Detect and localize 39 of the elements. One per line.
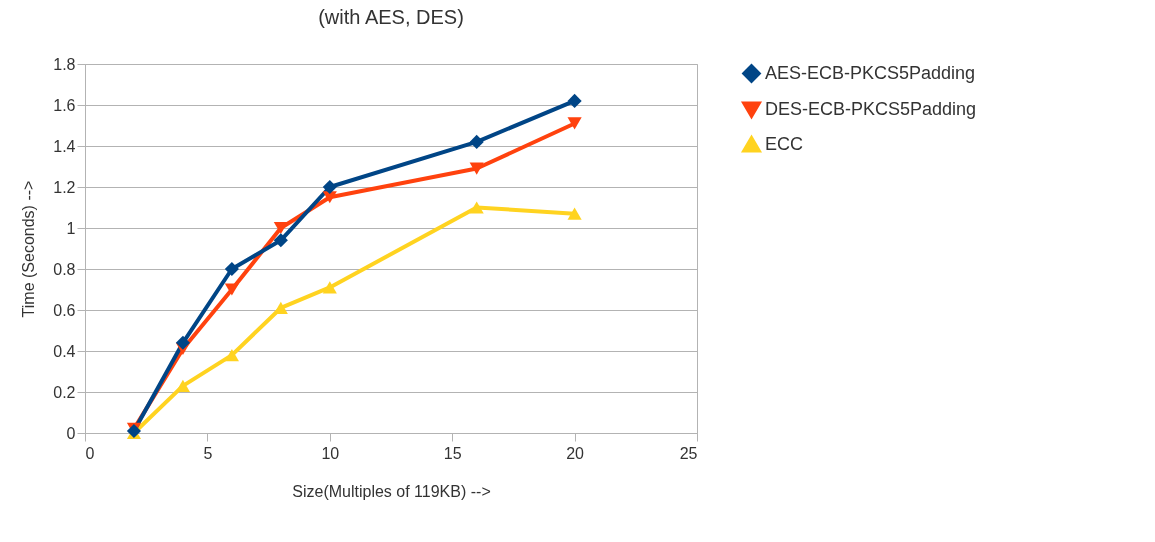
x-tick-label: 15 — [443, 444, 462, 462]
point — [567, 117, 582, 130]
point — [322, 179, 337, 195]
y-tick-label: 1 — [66, 219, 76, 237]
y-tick-label: 1.8 — [53, 55, 76, 73]
x-tick-label: 5 — [203, 444, 213, 462]
point — [224, 348, 239, 362]
point — [273, 301, 288, 315]
point — [322, 281, 337, 294]
point — [322, 191, 337, 204]
x-tick-label: 20 — [566, 444, 585, 462]
y-tick-label: 0.4 — [53, 342, 76, 360]
point — [469, 162, 484, 175]
y-tick-label: 0 — [66, 424, 76, 442]
x-tick-label: 25 — [679, 444, 698, 462]
point — [567, 93, 582, 108]
x-tick-label: 10 — [321, 444, 340, 462]
x-tick-label: 0 — [85, 444, 95, 462]
point — [469, 201, 484, 214]
chart-title: (with AES, DES) — [318, 6, 464, 28]
y-axis-title: Time (Seconds) --> — [20, 180, 38, 318]
y-tick-label: 1.2 — [53, 178, 76, 196]
point — [175, 379, 190, 392]
y-tick-label: 1.6 — [53, 96, 76, 114]
point — [273, 233, 288, 248]
y-tick-label: 0.2 — [53, 383, 76, 401]
point — [469, 134, 484, 149]
point — [224, 261, 239, 277]
point — [224, 283, 239, 296]
x-axis-title: Size(Multiples of 119KB) --> — [292, 482, 491, 500]
point — [567, 207, 582, 220]
point — [175, 335, 190, 350]
y-tick-label: 0.8 — [53, 260, 76, 278]
y-tick-label: 1.4 — [53, 137, 76, 155]
legend-label: ECC — [765, 133, 804, 154]
legend-label: AES-ECB-PKCS5Padding — [765, 62, 976, 83]
point — [273, 221, 288, 235]
legend-label: DES-ECB-PKCS5Padding — [765, 98, 977, 119]
y-tick-label: 0.6 — [53, 301, 76, 319]
